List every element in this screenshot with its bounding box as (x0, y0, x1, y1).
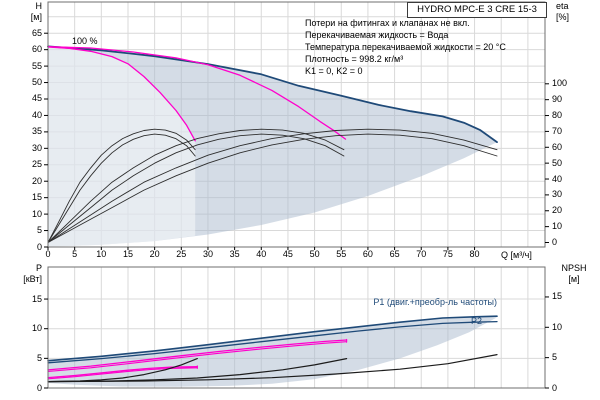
p1-curve-label: P1 (двиг.+преобр-ль частоты) (373, 297, 497, 307)
tick-label: 80 (469, 249, 480, 259)
tick-label: 65 (389, 249, 400, 259)
tick-label: 55 (336, 249, 347, 259)
tick-label: 5 (36, 225, 42, 236)
tick-label: 55 (31, 60, 42, 71)
tick-label: 45 (282, 249, 293, 259)
eta-curve-2-pumps-a (47, 128, 345, 243)
tick-label: 35 (31, 126, 42, 137)
tick-label: 20 (31, 175, 42, 186)
tick-label: 20 (149, 249, 160, 259)
tick-label: 15 (31, 192, 42, 203)
npsh-curve-3-pumps (47, 354, 498, 383)
tick-label: 60 (552, 141, 563, 152)
h-axis-unit: [м] (30, 12, 42, 22)
tick-label: 50 (552, 157, 563, 168)
tick-label: 15 (552, 291, 563, 302)
tick-label: 70 (416, 249, 427, 259)
tick-label: 35 (229, 249, 240, 259)
tick-label: 40 (256, 249, 267, 259)
p1-curve-1-pump (47, 366, 198, 379)
tick-label: 5 (552, 352, 558, 363)
tick-label: 70 (552, 125, 563, 136)
tick-label: 10 (552, 321, 563, 332)
tick-label: 0 (45, 249, 51, 259)
eta-axis-title: eta [%] (556, 1, 596, 23)
p2-curve-3-pumps (47, 320, 498, 364)
eta-curve-1-pump-b (47, 133, 196, 243)
npsh-axis-unit: [м] (568, 274, 580, 284)
speed-100-label: 100 % (72, 36, 98, 46)
info-line-density: Плотность = 998.2 кг/м³ (305, 54, 404, 64)
control-curve-1-pump (47, 46, 196, 142)
info-line-k-factors: K1 = 0, K2 = 0 (305, 66, 363, 76)
npsh-axis-name: NPSH (561, 263, 587, 273)
p1-curve-2-pumps (47, 339, 348, 371)
tick-label: 10 (96, 249, 107, 259)
tick-label: 50 (309, 249, 320, 259)
tick-label: 15 (31, 293, 42, 304)
tick-label: 45 (31, 93, 42, 104)
control-curve-2-pumps (47, 46, 347, 140)
eta-axis-unit: [%] (556, 12, 570, 22)
tick-label: 50 (31, 77, 42, 88)
tick-label: 60 (31, 44, 42, 55)
eta-axis-name: eta (556, 1, 569, 11)
h-axis-name: H (35, 1, 43, 11)
pump-curve-max-speed (47, 45, 498, 144)
tick-label: 100 (552, 78, 568, 89)
tick-label: 30 (552, 189, 563, 200)
p2-curve-label: P2 (471, 316, 483, 326)
tick-label: 15 (122, 249, 133, 259)
tick-label: 40 (552, 173, 563, 184)
operating-envelope (48, 316, 497, 387)
tick-label: 90 (552, 94, 563, 105)
tick-label: 75 (442, 249, 453, 259)
tick-label: 65 (31, 27, 42, 38)
npsh-axis-title: NPSH [м] (551, 263, 597, 285)
tick-label: 25 (31, 159, 42, 170)
p2-curve-2-pumps (47, 341, 348, 372)
info-line-temperature: Температура перекачиваемой жидкости = 20… (305, 42, 506, 52)
eta-curve-2-pumps-b (47, 133, 345, 243)
tick-label: 20 (552, 205, 563, 216)
info-line-losses: Потери на фитингах и клапанах не вкл. (305, 18, 470, 28)
tick-label: 5 (36, 352, 42, 363)
p1-curve-3-pumps (47, 315, 498, 362)
tick-label: 25 (176, 249, 187, 259)
plot-border (47, 1, 546, 248)
eta-curve-3-pumps-a (47, 128, 498, 243)
tick-label: 5 (72, 249, 78, 259)
tick-label: 10 (31, 208, 42, 219)
eta-curve-1-pump-a (47, 128, 196, 243)
p-axis-title: P [кВт] (14, 263, 42, 285)
p-axis-name: P (35, 263, 42, 273)
tick-label: 0 (36, 382, 42, 393)
p-axis-unit: [кВт] (23, 274, 42, 284)
tick-label: 10 (31, 323, 42, 334)
tick-label: 80 (552, 110, 563, 121)
tick-label: 0 (552, 237, 558, 247)
tick-label: 30 (31, 142, 42, 153)
envelope-light-region (48, 47, 196, 247)
tick-label: 10 (552, 221, 563, 232)
q-axis-title: Q [м³/ч] (501, 250, 532, 260)
tick-label: 40 (31, 109, 42, 120)
operating-envelope (48, 46, 497, 247)
info-line-liquid: Перекачиваемая жидкость = Вода (305, 30, 449, 40)
h-axis-title: H [м] (14, 1, 42, 23)
tick-label: 0 (552, 382, 558, 393)
tick-label: 0 (36, 241, 42, 252)
tick-label: 60 (362, 249, 373, 259)
chart-title-box: HYDRO MPC-E 3 CRE 15-3 (407, 2, 547, 18)
pump-info-block: Потери на фитингах и клапанах не вкл. Пе… (305, 17, 506, 77)
tick-label: 30 (202, 249, 213, 259)
eta-curve-3-pumps-b (47, 133, 498, 243)
